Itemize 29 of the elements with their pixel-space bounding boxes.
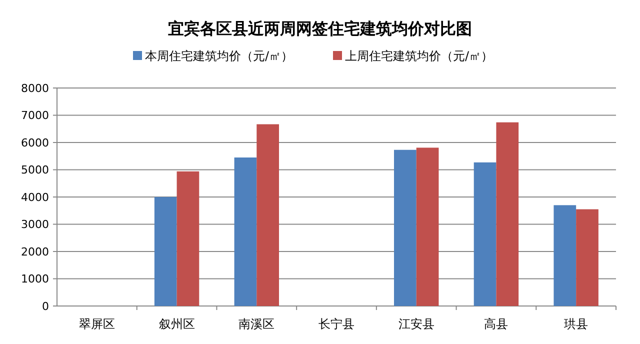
y-tick-label: 7000	[21, 109, 49, 122]
bar	[176, 171, 200, 306]
y-tick-label: 5000	[21, 164, 49, 177]
bar	[394, 150, 416, 306]
y-tick-label: 1000	[21, 272, 49, 286]
bar	[154, 197, 177, 306]
x-tick-label: 长宁县	[318, 317, 354, 331]
y-tick-label: 8000	[21, 82, 49, 95]
bar	[576, 209, 598, 306]
bar	[234, 157, 257, 306]
y-tick-label: 4000	[21, 190, 49, 204]
y-tick-label: 3000	[21, 218, 49, 232]
y-tick-label: 0	[42, 300, 49, 313]
bar	[554, 205, 576, 306]
legend-label: 上周住宅建筑均价（元/㎡）	[345, 49, 494, 63]
x-tick-label: 珙县	[564, 317, 588, 331]
x-tick-label: 叙州区	[158, 317, 195, 331]
x-tick-label: 高县	[484, 317, 508, 331]
bar	[416, 148, 439, 306]
bar	[474, 162, 496, 306]
chart-title: 宜宾各区县近两周网签住宅建筑均价对比图	[168, 19, 472, 38]
bar	[256, 124, 280, 306]
legend-label: 本周住宅建筑均价（元/㎡）	[145, 49, 294, 63]
y-tick-label: 2000	[21, 245, 49, 258]
bar	[496, 122, 519, 306]
x-tick-label: 翠屏区	[78, 317, 115, 331]
x-tick-label: 江安县	[398, 317, 434, 331]
y-tick-label: 6000	[21, 136, 49, 150]
x-tick-label: 南溪区	[238, 317, 275, 331]
